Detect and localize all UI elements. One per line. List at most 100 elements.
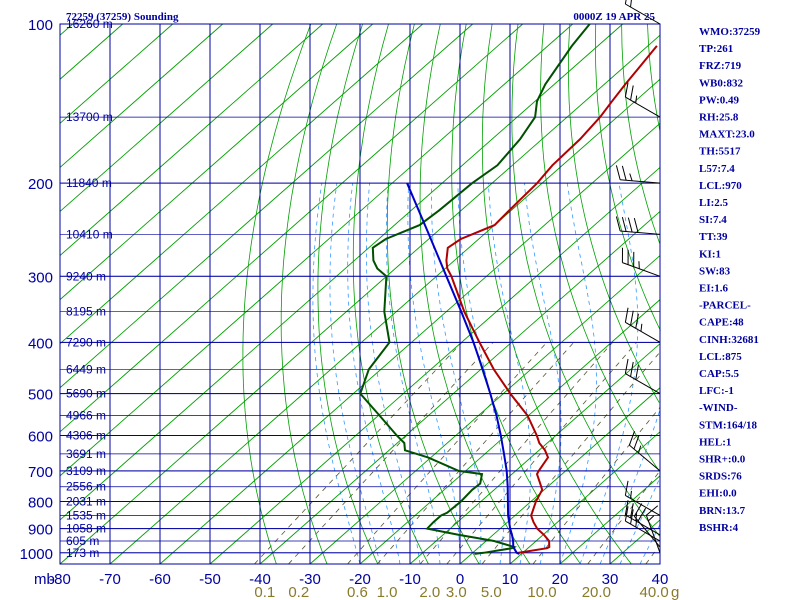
index-line: STM:164/18 [699, 419, 758, 431]
moist-adiabat-line [347, 183, 401, 565]
isotherm-line [59, 23, 624, 521]
mixing-ratio-label: 5.0 [481, 584, 502, 600]
height-label: 173 m [66, 546, 99, 560]
mixing-ratio-line [587, 470, 661, 565]
mixing-ratio-label: 2.0 [419, 584, 440, 600]
wind-barb [624, 500, 661, 536]
index-line: L57:7.4 [699, 163, 735, 175]
height-label: 5690 m [66, 387, 106, 401]
mixing-ratio-line [376, 342, 575, 565]
height-label: 11840 m [66, 176, 112, 190]
mixing-ratio-label: 0.1 [254, 584, 275, 600]
index-line: SW:83 [699, 265, 731, 277]
index-line: -WIND- [699, 402, 738, 414]
index-line: TH:5517 [699, 146, 741, 158]
isotherm-line [59, 23, 224, 168]
height-label: 10410 m [66, 227, 113, 241]
moist-adiabat-line [365, 183, 421, 565]
pressure-tick-label: 100 [28, 17, 53, 34]
temperature-tick-label: 0 [456, 571, 464, 588]
temperature-tick-label: -20 [349, 571, 371, 588]
temperature-tick-label: 10 [502, 571, 519, 588]
height-labels: 16260 m 13700 m 11840 m 10410 m 9240 m 8195 m… [66, 17, 113, 560]
mixing-ratio-unit-label: g [671, 584, 679, 600]
pressure-tick-label: 400 [28, 335, 53, 352]
index-line: WB0:832 [699, 77, 744, 89]
temperature-tick-label: -10 [399, 571, 421, 588]
isotherm-line [59, 23, 174, 124]
moist-adiabat-line [619, 477, 661, 565]
wind-barb [624, 307, 661, 343]
temperature-tick-label: 40 [652, 571, 669, 588]
mixing-ratio-line [419, 342, 613, 565]
title-left: 72259 (37259) Sounding [66, 11, 179, 23]
height-label: 1535 m [66, 508, 106, 522]
grid [59, 23, 661, 565]
temperature-tick-label: 30 [602, 571, 619, 588]
title-right: 0000Z 19 APR 25 [573, 11, 655, 23]
mixing-ratio-line [481, 353, 660, 565]
wind-barb [624, 0, 661, 25]
pressure-tick-label: 1000 [20, 546, 53, 563]
index-line: RH:25.8 [699, 112, 739, 124]
mixing-ratio-line [288, 342, 494, 565]
mixing-ratio-label: 3.0 [446, 584, 467, 600]
temperature-tick-labels: -80 -70 -60 -50 -40 -30 -20 -10 0 10 20 30 40 [49, 571, 668, 588]
temperature-tick-label: -80 [49, 571, 71, 588]
index-line: MAXT:23.0 [699, 129, 755, 141]
isotherm-line [59, 23, 274, 212]
isotherm-line [209, 167, 661, 565]
profile-line [406, 182, 520, 555]
wind-barb [633, 503, 661, 548]
height-label: 1058 m [66, 522, 106, 536]
height-label: 2556 m [66, 480, 106, 494]
moist-adiabat-line [407, 183, 461, 564]
isotherm-line [59, 23, 74, 36]
index-line: CAP:5.5 [699, 368, 740, 380]
stability-indices-panel: WMO:37259 TP:261 FRZ:719 WB0:832 PW:0.49 RH:2… [699, 26, 761, 534]
isotherm-line [59, 23, 374, 300]
height-label: 4306 m [66, 428, 106, 442]
mixing-ratio-line [254, 342, 463, 565]
temperature-tick-label: -30 [299, 571, 321, 588]
height-label: 16260 m [66, 17, 113, 31]
height-label: 2031 m [66, 495, 106, 509]
index-line: SRDS:76 [699, 471, 742, 483]
isotherm-line [59, 23, 124, 80]
temperature-tick-label: 20 [552, 571, 569, 588]
moist-adiabats [312, 183, 661, 565]
moist-adiabat-line [457, 183, 505, 565]
isotherm-line [609, 519, 661, 565]
height-label: 8195 m [66, 305, 106, 319]
index-line: TT:39 [699, 231, 728, 243]
index-line: KI:1 [699, 248, 721, 260]
height-label: 605 m [66, 534, 99, 548]
index-line: CINH:32681 [699, 334, 759, 346]
moist-adiabat-line [431, 183, 482, 565]
height-label: 4966 m [66, 409, 106, 423]
moist-adiabat-line [329, 183, 381, 565]
wind-barb [621, 247, 661, 277]
mixing-ratio-label: 1.0 [377, 584, 398, 600]
index-line: WMO:37259 [699, 26, 761, 38]
pressure-tick-label: 900 [28, 522, 53, 539]
dry-adiabat-line [280, 23, 338, 565]
index-line: LCL:970 [699, 180, 742, 192]
mixing-ratio-label: 40.0 [639, 584, 668, 600]
pressure-tick-label: 300 [28, 269, 53, 286]
mixing-ratio-label: 0.2 [288, 584, 309, 600]
moist-adiabat-line [599, 408, 661, 565]
pressure-tick-label: 600 [28, 428, 53, 445]
index-line: TP:261 [699, 43, 733, 55]
wind-barb [624, 480, 661, 516]
profile-lines [359, 23, 658, 555]
isotherm-line [59, 23, 574, 477]
isotherm-line [59, 23, 474, 389]
temperature-tick-label: -70 [99, 571, 121, 588]
dry-adiabat-line [317, 23, 379, 565]
height-label: 3109 m [66, 464, 106, 478]
temperature-tick-label: -50 [199, 571, 221, 588]
dry-adiabat-line [481, 23, 632, 565]
wind-barb [615, 216, 661, 235]
